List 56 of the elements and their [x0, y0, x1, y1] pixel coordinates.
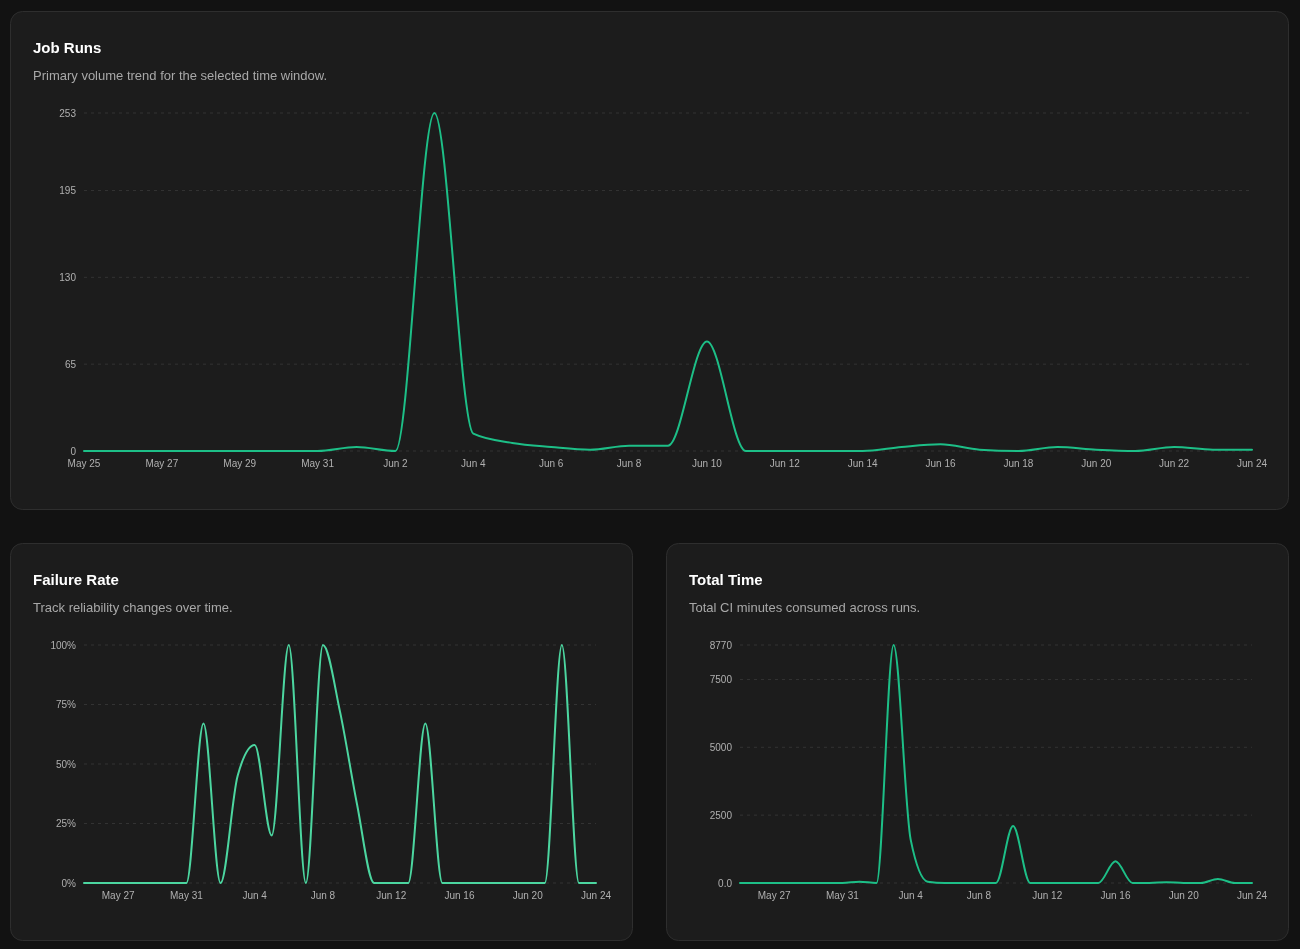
x-tick-label: Jun 18: [1003, 458, 1034, 469]
chart-title: Job Runs: [33, 39, 102, 56]
chart-title: Total Time: [689, 571, 763, 588]
y-tick-label: 7500: [709, 673, 733, 685]
x-tick-label: Jun 16: [925, 458, 956, 469]
y-tick-label: 253: [59, 107, 77, 119]
x-tick-label: Jun 24: [580, 890, 612, 901]
chart-title: Failure Rate: [33, 571, 119, 588]
y-tick-label: 0: [70, 445, 77, 457]
x-tick-label: May 27: [757, 890, 791, 901]
y-tick-label: 8770: [709, 639, 733, 651]
y-tick-label: 0%: [61, 877, 77, 889]
chart-subtitle: Track reliability changes over time.: [33, 600, 233, 615]
x-tick-label: Jun 12: [376, 890, 407, 901]
x-tick-label: May 29: [223, 458, 257, 469]
y-tick-label: 100%: [50, 639, 77, 651]
x-tick-label: Jun 20: [1081, 458, 1112, 469]
y-tick-label: 195: [59, 184, 77, 196]
x-tick-label: Jun 20: [512, 890, 544, 901]
y-tick-label: 2500: [709, 809, 733, 821]
x-tick-label: Jun 2: [383, 458, 409, 469]
x-tick-label: Jun 12: [769, 458, 801, 469]
x-tick-label: Jun 12: [1032, 890, 1063, 901]
x-tick-label: Jun 16: [444, 890, 475, 901]
line-series: [83, 644, 597, 884]
line-series: [739, 644, 1253, 884]
y-tick-label: 5000: [709, 741, 733, 753]
x-tick-label: Jun 24: [1236, 890, 1268, 901]
x-tick-label: May 31: [301, 458, 335, 469]
y-tick-label: 50%: [55, 758, 77, 770]
y-tick-label: 0.0: [718, 877, 733, 889]
x-tick-label: Jun 22: [1159, 458, 1190, 469]
x-tick-label: May 31: [170, 890, 204, 901]
x-tick-label: Jun 8: [966, 890, 992, 901]
x-tick-label: Jun 10: [691, 458, 723, 469]
x-tick-label: May 27: [101, 890, 135, 901]
x-tick-label: Jun 24: [1236, 458, 1268, 469]
x-tick-label: Jun 8: [616, 458, 642, 469]
x-tick-label: May 31: [826, 890, 860, 901]
x-tick-label: Jun 4: [898, 890, 924, 901]
line-series: [83, 112, 1253, 452]
x-tick-label: Jun 4: [242, 890, 268, 901]
x-tick-label: Jun 16: [1100, 890, 1131, 901]
x-tick-label: Jun 20: [1168, 890, 1200, 901]
x-tick-label: Jun 4: [461, 458, 486, 469]
chart-subtitle: Total CI minutes consumed across runs.: [689, 600, 921, 615]
y-tick-label: 75%: [55, 699, 77, 710]
x-tick-label: Jun 14: [847, 458, 879, 469]
x-tick-label: May 25: [67, 458, 101, 469]
x-tick-label: May 27: [145, 458, 179, 469]
y-tick-label: 65: [64, 358, 77, 370]
x-tick-label: Jun 8: [310, 890, 336, 901]
y-tick-label: 130: [59, 271, 77, 283]
x-tick-label: Jun 6: [538, 458, 564, 469]
y-tick-label: 25%: [55, 818, 77, 829]
chart-subtitle: Primary volume trend for the selected time window.: [33, 68, 328, 83]
